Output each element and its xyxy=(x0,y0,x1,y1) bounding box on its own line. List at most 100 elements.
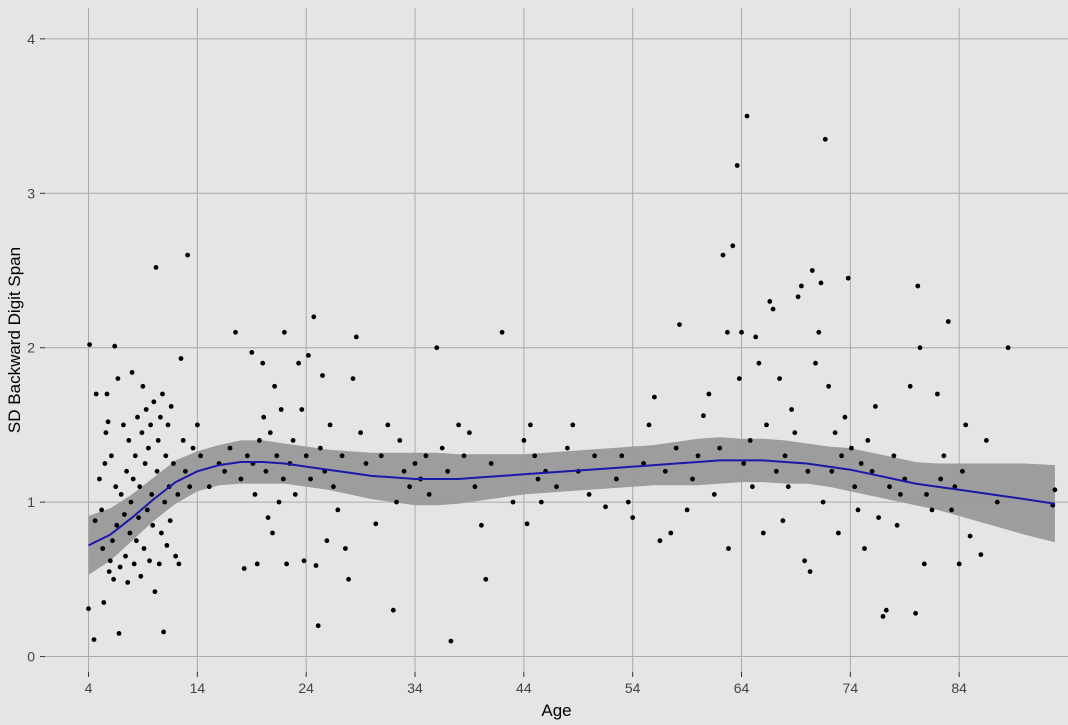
data-point-181 xyxy=(662,468,668,474)
data-point-73 xyxy=(176,561,182,567)
data-point-268 xyxy=(984,438,989,443)
data-point-129 xyxy=(346,576,351,582)
x-tick-label-5: 54 xyxy=(625,680,641,696)
data-point-166 xyxy=(554,484,559,490)
data-point-176 xyxy=(630,515,636,520)
data-point-263 xyxy=(956,561,962,567)
data-point-214 xyxy=(789,407,794,412)
data-point-205 xyxy=(760,530,766,536)
data-point-38 xyxy=(135,414,140,420)
data-point-30 xyxy=(126,438,132,443)
data-point-61 xyxy=(160,391,165,397)
data-point-240 xyxy=(869,468,875,474)
data-point-50 xyxy=(148,422,154,428)
data-point-87 xyxy=(238,476,244,482)
data-point-254 xyxy=(921,561,927,567)
data-point-187 xyxy=(695,453,701,459)
data-point-118 xyxy=(313,563,319,568)
data-point-25 xyxy=(121,422,126,428)
data-point-250 xyxy=(907,383,913,389)
data-point-227 xyxy=(826,383,831,389)
data-point-182 xyxy=(668,530,674,536)
data-point-212 xyxy=(782,453,788,459)
data-point-3 xyxy=(92,518,98,524)
data-point-106 xyxy=(282,329,287,335)
data-point-147 xyxy=(439,445,445,451)
data-point-62 xyxy=(161,629,167,635)
data-point-31 xyxy=(127,530,133,536)
x-tick-label-3: 34 xyxy=(407,680,423,696)
data-point-163 xyxy=(535,476,541,482)
data-point-132 xyxy=(358,430,363,436)
data-point-0 xyxy=(87,342,92,347)
data-point-78 xyxy=(187,484,193,490)
data-point-46 xyxy=(143,407,149,412)
data-point-34 xyxy=(130,476,136,482)
data-point-66 xyxy=(165,422,171,428)
data-point-204 xyxy=(756,360,762,366)
data-point-135 xyxy=(378,453,384,459)
y-axis-title: SD Backward Digit Span xyxy=(5,247,24,433)
data-point-54 xyxy=(152,589,158,595)
data-point-270 xyxy=(1005,345,1011,351)
data-point-101 xyxy=(272,383,277,389)
data-point-247 xyxy=(894,522,900,528)
data-point-53 xyxy=(151,399,157,405)
data-point-5 xyxy=(97,476,102,482)
data-point-80 xyxy=(195,422,200,428)
data-point-259 xyxy=(941,453,947,459)
data-point-236 xyxy=(855,507,861,513)
data-point-174 xyxy=(619,453,625,459)
data-point-201 xyxy=(747,438,753,443)
data-point-89 xyxy=(245,453,250,459)
data-point-185 xyxy=(684,507,690,513)
data-point-242 xyxy=(876,515,881,520)
data-point-255 xyxy=(924,492,929,497)
data-point-252 xyxy=(915,283,921,289)
data-point-57 xyxy=(155,438,161,443)
data-point-28 xyxy=(124,468,129,474)
data-point-29 xyxy=(125,580,131,585)
data-point-138 xyxy=(394,499,399,505)
data-point-213 xyxy=(785,484,791,490)
x-axis: 4 14 24 34 44 54 64 74 84 xyxy=(85,672,967,696)
data-point-152 xyxy=(467,430,472,436)
data-point-153 xyxy=(472,484,478,490)
data-point-117 xyxy=(311,314,317,320)
data-point-52 xyxy=(150,522,156,528)
x-tick-label-2: 24 xyxy=(298,680,314,696)
data-point-170 xyxy=(586,492,592,497)
data-point-112 xyxy=(299,407,305,412)
data-point-27 xyxy=(123,553,128,559)
y-tick-label-0: 0 xyxy=(27,649,35,665)
data-point-6 xyxy=(99,507,104,513)
data-point-115 xyxy=(306,353,311,358)
data-point-23 xyxy=(117,564,123,570)
data-point-167 xyxy=(565,445,570,451)
data-point-141 xyxy=(407,484,412,490)
data-point-146 xyxy=(434,345,440,351)
data-point-262 xyxy=(952,484,958,490)
data-point-230 xyxy=(836,530,841,536)
data-point-179 xyxy=(652,394,657,400)
data-point-217 xyxy=(799,283,804,289)
data-point-272 xyxy=(1052,487,1058,493)
data-point-63 xyxy=(162,499,168,505)
data-point-124 xyxy=(327,422,333,428)
data-point-233 xyxy=(845,275,851,281)
data-point-156 xyxy=(488,461,494,466)
data-point-244 xyxy=(883,607,889,613)
data-point-47 xyxy=(144,507,150,513)
data-point-260 xyxy=(945,319,951,324)
data-point-248 xyxy=(898,492,903,497)
data-point-229 xyxy=(832,430,838,436)
y-tick-label-1: 1 xyxy=(27,494,35,510)
data-point-18 xyxy=(112,343,118,349)
data-point-39 xyxy=(136,515,142,520)
data-point-241 xyxy=(873,404,878,409)
y-tick-label-4: 4 xyxy=(27,31,35,47)
data-point-164 xyxy=(538,499,544,505)
data-point-102 xyxy=(274,453,280,459)
x-tick-label-6: 64 xyxy=(734,680,750,696)
